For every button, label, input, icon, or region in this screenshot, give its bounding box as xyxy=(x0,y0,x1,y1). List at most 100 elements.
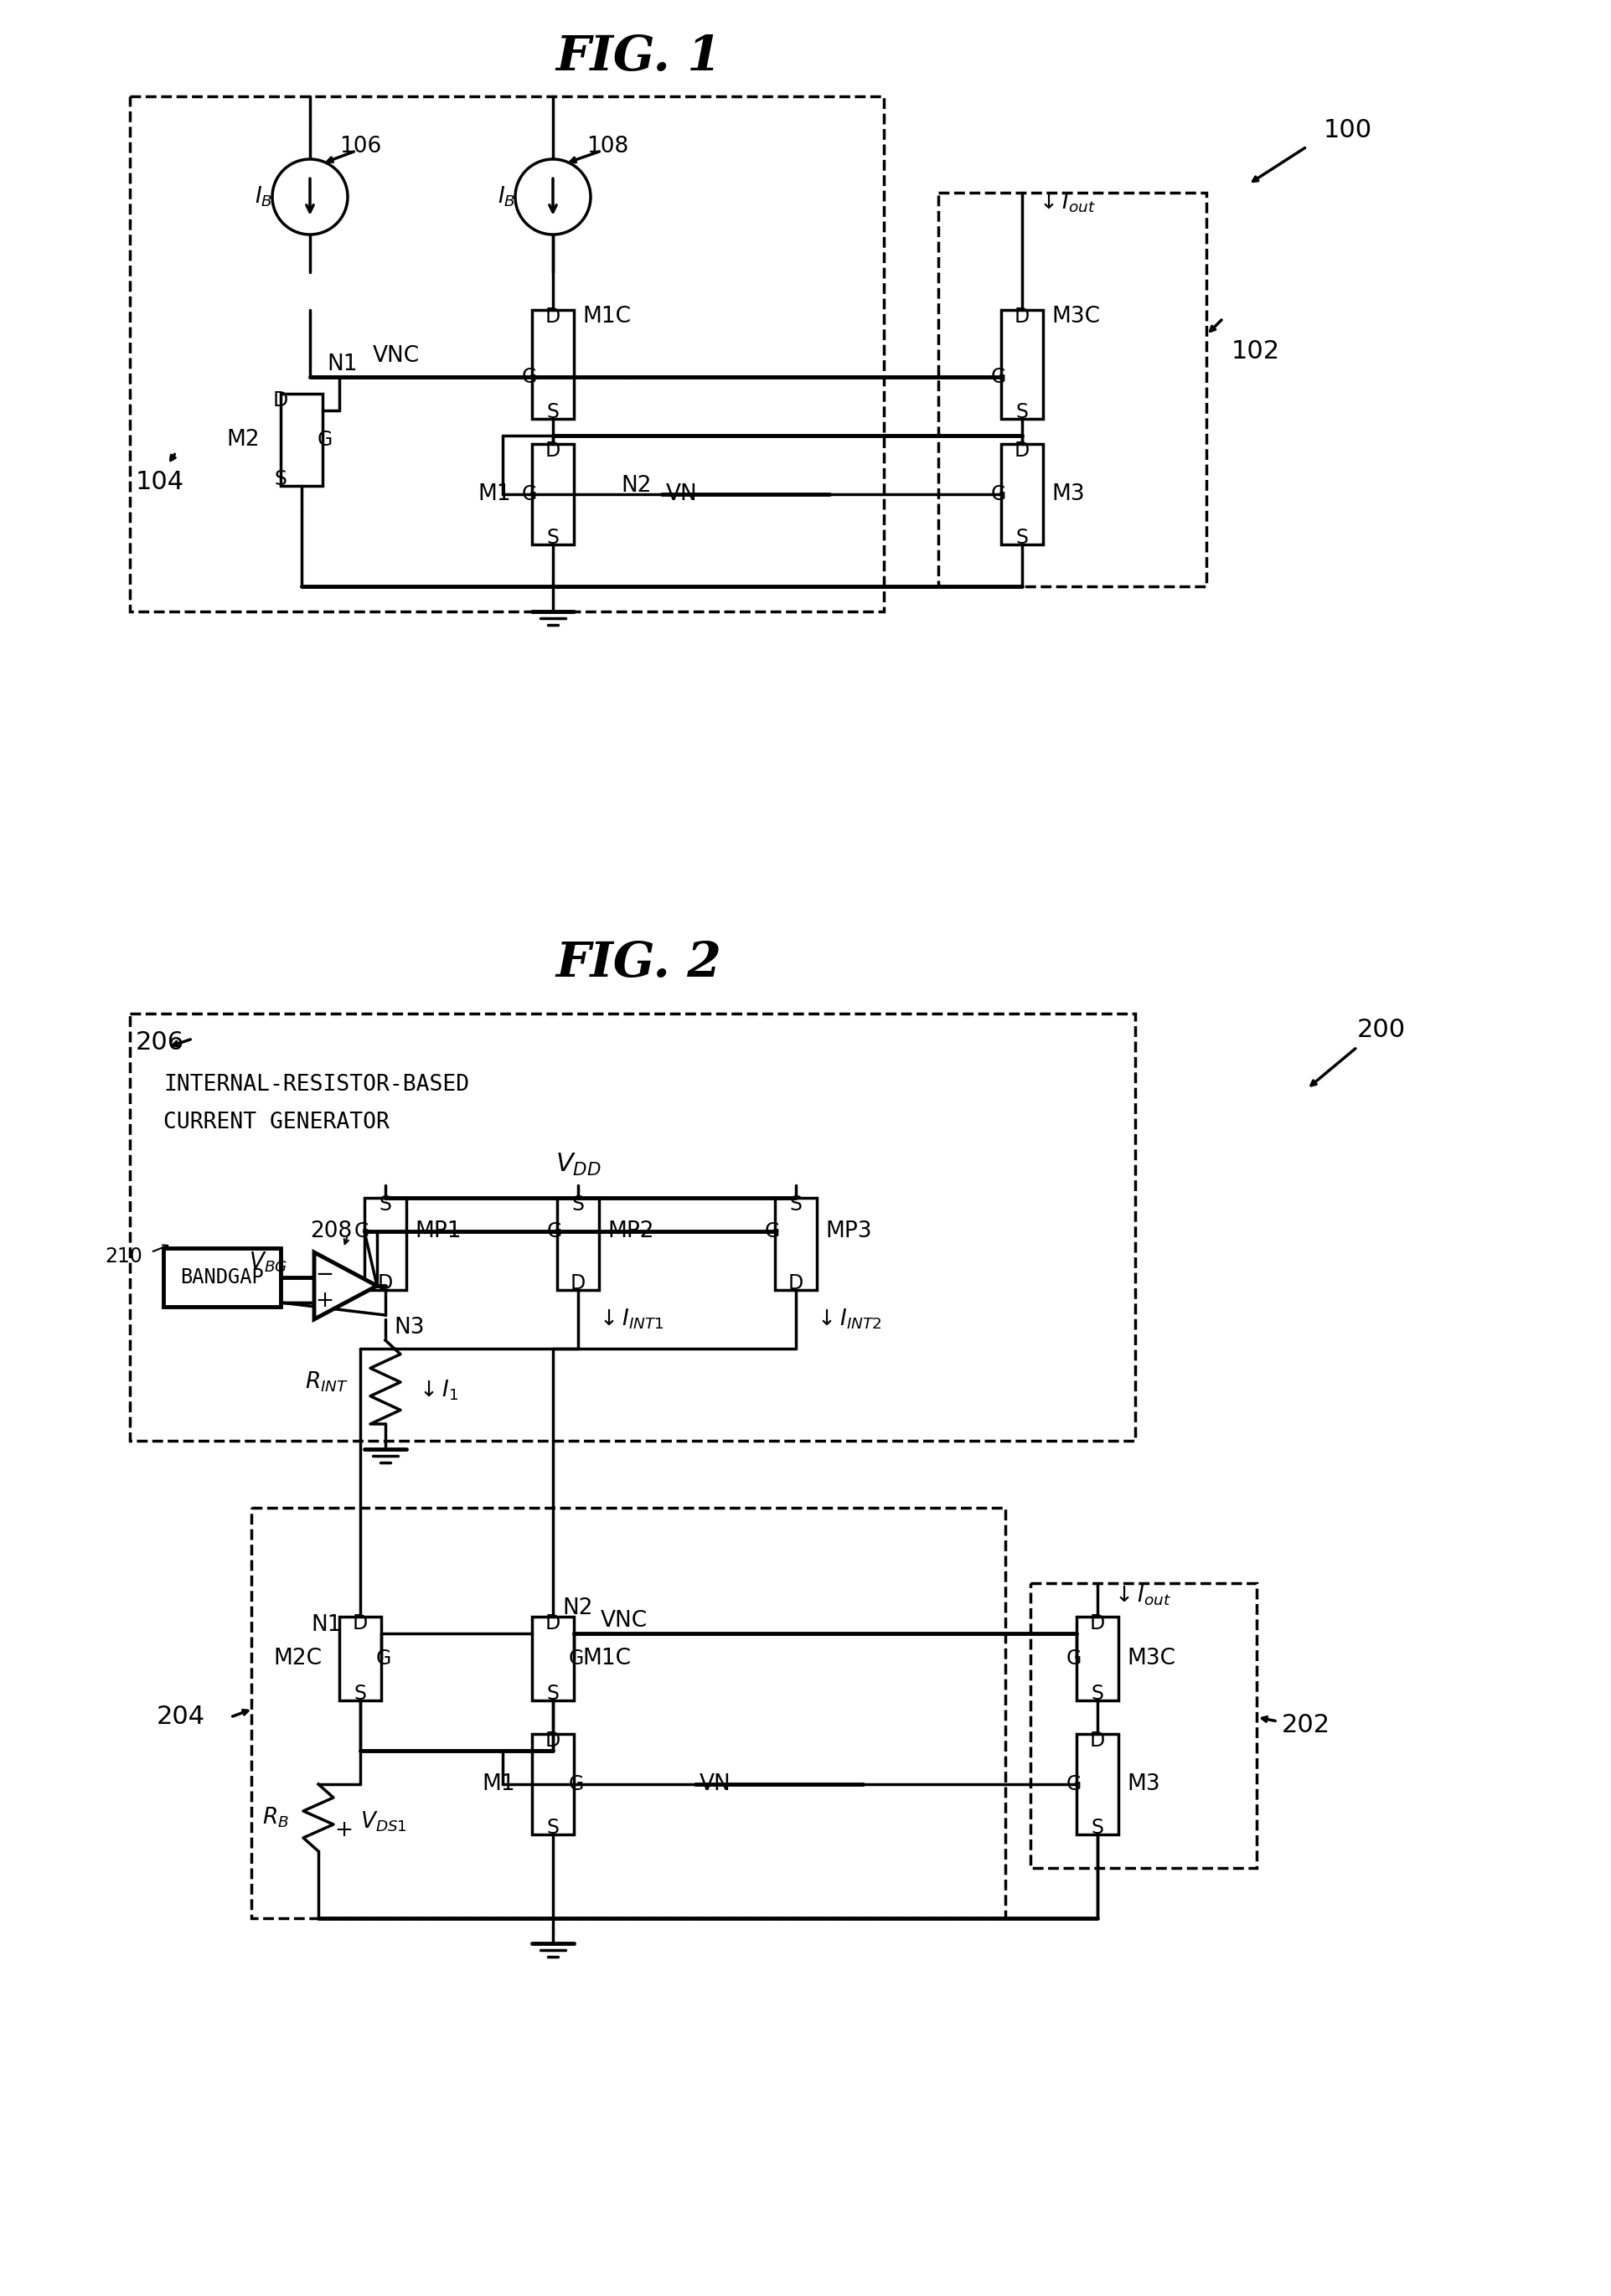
Text: S: S xyxy=(789,1194,802,1215)
Text: $I_B$: $I_B$ xyxy=(498,186,516,209)
Text: D: D xyxy=(1013,308,1029,326)
Text: G: G xyxy=(1066,1775,1081,1793)
Text: MP3: MP3 xyxy=(825,1221,872,1242)
Text: M1C: M1C xyxy=(582,1649,630,1669)
Text: $+$: $+$ xyxy=(316,1290,333,1311)
Text: $V_{DS1}$: $V_{DS1}$ xyxy=(359,1809,408,1835)
Text: G: G xyxy=(317,429,332,450)
Text: 104: 104 xyxy=(135,468,184,494)
Text: S: S xyxy=(546,402,559,422)
Text: S: S xyxy=(379,1194,391,1215)
Text: 108: 108 xyxy=(586,135,628,158)
Circle shape xyxy=(272,158,348,234)
Text: G: G xyxy=(991,484,1005,505)
Bar xyxy=(557,1199,599,1290)
Bar xyxy=(251,1508,1005,1917)
Bar xyxy=(163,1249,280,1306)
Text: D: D xyxy=(1089,1614,1105,1632)
Bar xyxy=(532,1733,574,1835)
Text: S: S xyxy=(572,1194,585,1215)
Text: $I_B$: $I_B$ xyxy=(255,186,272,209)
Text: VNC: VNC xyxy=(601,1609,648,1632)
Text: FIG. 1: FIG. 1 xyxy=(556,34,720,80)
Text: G: G xyxy=(991,367,1005,388)
Text: $R_B$: $R_B$ xyxy=(263,1805,288,1830)
Text: VN: VN xyxy=(699,1773,731,1795)
Text: S: S xyxy=(1091,1818,1104,1837)
Text: 106: 106 xyxy=(338,135,382,158)
Text: D: D xyxy=(353,1614,367,1632)
Bar xyxy=(1000,310,1042,418)
Text: S: S xyxy=(1015,528,1028,549)
Bar xyxy=(280,393,322,487)
Text: D: D xyxy=(377,1274,393,1293)
Text: M3: M3 xyxy=(1050,484,1084,505)
Text: 200: 200 xyxy=(1356,1017,1405,1042)
Text: G: G xyxy=(522,367,536,388)
Bar xyxy=(1029,1584,1257,1869)
Bar xyxy=(1076,1616,1118,1701)
Circle shape xyxy=(516,158,590,234)
Text: G: G xyxy=(375,1649,391,1669)
Bar xyxy=(130,1013,1134,1442)
Text: D: D xyxy=(1013,441,1029,461)
Text: G: G xyxy=(569,1775,583,1793)
Text: D: D xyxy=(272,390,288,411)
Text: FIG. 2: FIG. 2 xyxy=(556,939,720,987)
Text: VNC: VNC xyxy=(372,344,419,367)
Text: $+$: $+$ xyxy=(335,1818,353,1841)
Text: M3: M3 xyxy=(1126,1773,1160,1795)
Text: 100: 100 xyxy=(1323,117,1371,142)
Text: $R_{INT}$: $R_{INT}$ xyxy=(304,1371,348,1394)
Bar xyxy=(1000,443,1042,544)
Text: G: G xyxy=(546,1221,562,1242)
Bar xyxy=(1076,1733,1118,1835)
Text: $V_{BG}$: $V_{BG}$ xyxy=(248,1251,287,1274)
Bar xyxy=(532,310,574,418)
Text: N1: N1 xyxy=(327,354,358,374)
Bar xyxy=(532,443,574,544)
Text: $\downarrow I_1$: $\downarrow I_1$ xyxy=(414,1378,458,1403)
Text: M3C: M3C xyxy=(1050,305,1099,328)
Text: S: S xyxy=(546,1818,559,1837)
Text: S: S xyxy=(1015,402,1028,422)
Text: MP2: MP2 xyxy=(607,1221,654,1242)
Text: D: D xyxy=(1089,1731,1105,1750)
Text: M3C: M3C xyxy=(1126,1649,1174,1669)
Text: $V_{DD}$: $V_{DD}$ xyxy=(554,1150,601,1178)
Text: $\downarrow I_{out}$: $\downarrow I_{out}$ xyxy=(1034,191,1095,214)
Text: VN: VN xyxy=(665,484,698,505)
Bar xyxy=(130,96,883,611)
Text: N3: N3 xyxy=(393,1318,424,1339)
Text: 202: 202 xyxy=(1281,1713,1329,1738)
Text: MP1: MP1 xyxy=(414,1221,461,1242)
Text: M2C: M2C xyxy=(272,1649,322,1669)
Text: S: S xyxy=(1091,1683,1104,1704)
Text: M1: M1 xyxy=(477,484,511,505)
Text: S: S xyxy=(546,1683,559,1704)
Text: M1C: M1C xyxy=(582,305,630,328)
Text: $-$: $-$ xyxy=(316,1263,333,1283)
Text: BANDGAP: BANDGAP xyxy=(180,1267,264,1288)
Bar xyxy=(938,193,1205,585)
Text: $\downarrow I_{INT1}$: $\downarrow I_{INT1}$ xyxy=(594,1306,664,1332)
Bar xyxy=(775,1199,817,1290)
Text: 210: 210 xyxy=(105,1247,142,1267)
Text: G: G xyxy=(522,484,536,505)
Text: G: G xyxy=(569,1649,583,1669)
Text: N2: N2 xyxy=(622,475,651,496)
Text: N2: N2 xyxy=(562,1598,593,1619)
Text: D: D xyxy=(545,1731,561,1750)
Text: M2: M2 xyxy=(226,429,259,450)
Text: 102: 102 xyxy=(1231,340,1279,365)
Text: S: S xyxy=(354,1683,366,1704)
Text: D: D xyxy=(788,1274,804,1293)
Text: 208: 208 xyxy=(309,1221,351,1242)
Bar xyxy=(532,1616,574,1701)
Text: INTERNAL-RESISTOR-BASED: INTERNAL-RESISTOR-BASED xyxy=(163,1075,469,1095)
Text: $\downarrow I_{INT2}$: $\downarrow I_{INT2}$ xyxy=(812,1306,881,1332)
Text: 204: 204 xyxy=(156,1706,205,1729)
Text: S: S xyxy=(274,468,287,489)
Text: D: D xyxy=(570,1274,585,1293)
Text: $\downarrow I_{out}$: $\downarrow I_{out}$ xyxy=(1110,1584,1171,1607)
